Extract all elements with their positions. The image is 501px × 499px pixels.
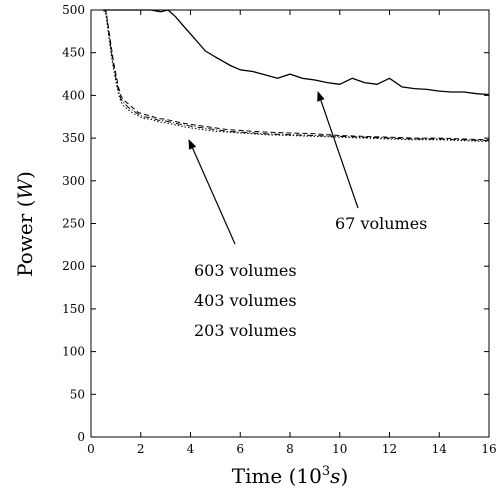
- annotation-67-volumes: 67 volumes: [335, 214, 427, 233]
- y-tick-label: 200: [62, 259, 85, 273]
- x-tick-label: 12: [382, 442, 397, 456]
- x-tick-label: 0: [87, 442, 95, 456]
- series-line-603-volumes: [103, 9, 490, 141]
- series-line-203-volumes: [102, 9, 490, 142]
- x-tick-label: 14: [432, 442, 448, 456]
- ticks-layer: 0 2 4 6 8 10 12 14 16 0 50 100 150 200 250 300 350 400 450…: [62, 3, 497, 456]
- annotation-arrow-603: [188, 139, 236, 245]
- annotation-603-volumes: 603 volumes: [194, 261, 297, 280]
- annotation-403-volumes: 403 volumes: [194, 291, 297, 310]
- x-tick-label: 8: [286, 442, 294, 456]
- series-layer: [102, 9, 490, 142]
- y-tick-label: 250: [62, 217, 85, 231]
- y-axis-title: Power (W): [13, 171, 37, 277]
- x-axis-title: Time (103s): [232, 464, 349, 488]
- y-tick-label: 0: [77, 430, 85, 444]
- y-tick-label: 50: [70, 387, 85, 401]
- annotation-arrow-67: [317, 91, 359, 209]
- y-tick-label: 300: [62, 174, 85, 188]
- y-tick-label: 500: [62, 3, 85, 17]
- y-tick-label: 400: [62, 88, 85, 102]
- annotation-203-volumes: 203 volumes: [194, 321, 297, 340]
- y-tick-label: 100: [62, 345, 85, 359]
- x-axis-title-sup: 3: [322, 464, 330, 479]
- y-axis-title-close: ): [13, 171, 37, 179]
- series-line-403-volumes: [103, 9, 490, 142]
- x-axis-title-unit: s: [330, 464, 340, 488]
- x-axis-title-close: ): [340, 464, 348, 488]
- x-tick-label: 10: [332, 442, 347, 456]
- x-tick-label: 6: [236, 442, 244, 456]
- x-axis-title-text: Time (10: [232, 464, 322, 488]
- x-tick-label: 2: [137, 442, 145, 456]
- y-axis-title-unit: W: [13, 178, 37, 200]
- x-tick-label: 16: [481, 442, 496, 456]
- y-axis-title-text: Power (: [13, 200, 37, 277]
- x-tick-label: 4: [187, 442, 195, 456]
- y-tick-label: 350: [62, 131, 85, 145]
- series-line-67-volumes: [103, 9, 490, 96]
- y-tick-label: 150: [62, 302, 85, 316]
- y-tick-label: 450: [62, 46, 85, 60]
